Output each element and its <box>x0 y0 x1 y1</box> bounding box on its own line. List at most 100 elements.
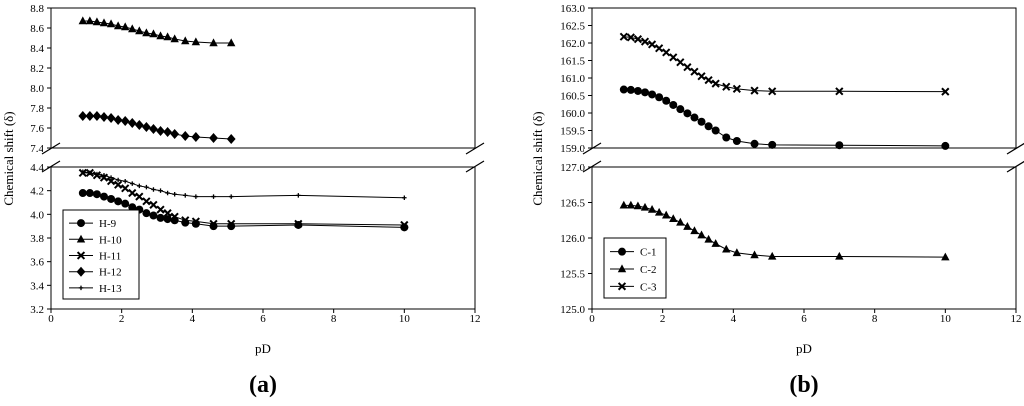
data-point <box>662 210 671 219</box>
data-point <box>732 84 741 93</box>
data-point <box>127 118 137 128</box>
data-point <box>683 63 692 72</box>
x-axis-label: pD <box>255 341 271 356</box>
data-point <box>750 250 759 259</box>
legend-marker <box>76 251 86 260</box>
data-point <box>170 212 179 221</box>
data-point <box>676 105 685 114</box>
data-point <box>640 202 650 211</box>
data-point <box>115 177 121 183</box>
data-point <box>697 230 706 239</box>
legend-label: H-11 <box>99 251 121 263</box>
data-point <box>149 211 158 220</box>
data-point <box>191 217 200 226</box>
panel-label: (a) <box>249 372 277 398</box>
plot-frame <box>591 7 1017 149</box>
data-point <box>619 200 628 209</box>
x-tick-label: 10 <box>399 313 411 325</box>
data-point <box>163 209 172 218</box>
data-point <box>114 197 123 206</box>
legend-marker <box>618 247 626 256</box>
data-point <box>294 219 303 228</box>
y-tick-label: 161.5 <box>560 56 585 68</box>
data-point <box>85 111 95 121</box>
data-point <box>121 184 130 193</box>
data-point <box>619 32 628 41</box>
data-point <box>78 189 87 198</box>
data-point <box>106 113 116 123</box>
data-point <box>750 86 759 95</box>
data-point <box>768 140 777 149</box>
axis-break-gap <box>1008 149 1024 166</box>
y-tick-label: 160.5 <box>560 91 585 103</box>
y-tick-label: 3.4 <box>30 280 44 292</box>
plot-frame <box>50 7 476 149</box>
data-point <box>180 131 190 141</box>
data-point <box>78 111 88 121</box>
data-point <box>722 244 731 253</box>
x-tick-label: 2 <box>660 313 666 325</box>
data-point <box>87 170 93 176</box>
axis-break-mark <box>1006 160 1024 173</box>
data-point <box>158 188 163 193</box>
data-point <box>711 239 720 247</box>
data-point <box>711 126 720 135</box>
data-point <box>722 82 731 91</box>
data-point <box>106 19 116 28</box>
legend-label: H-13 <box>99 283 122 295</box>
data-point <box>732 248 742 257</box>
data-point <box>662 96 671 105</box>
data-point <box>227 38 236 47</box>
y-tick-label: 3.2 <box>30 304 44 316</box>
x-tick-label: 8 <box>331 313 337 325</box>
data-point <box>92 111 102 121</box>
data-point <box>92 190 101 199</box>
x-tick-label: 10 <box>940 313 952 325</box>
data-point <box>683 222 692 230</box>
data-point <box>768 251 777 260</box>
data-point <box>113 115 123 125</box>
legend-label: C-2 <box>640 264 657 276</box>
y-tick-label: 126.0 <box>560 233 585 245</box>
y-tick-label: 159.5 <box>560 126 585 138</box>
axis-break-mark <box>582 142 602 155</box>
data-point <box>941 252 950 261</box>
data-point <box>165 190 170 196</box>
x-axis-label: pD <box>796 341 812 356</box>
x-tick-label: 4 <box>731 313 737 325</box>
x-tick-label: 12 <box>470 313 481 325</box>
y-tick-label: 3.6 <box>30 257 44 269</box>
legend-marker <box>617 282 627 291</box>
data-point <box>633 201 643 210</box>
data-point <box>227 219 236 228</box>
y-tick-label: 125.5 <box>560 269 585 281</box>
panel-label: (b) <box>789 372 818 398</box>
y-tick-label: 8.2 <box>30 63 44 75</box>
legend-label: H-10 <box>99 234 122 246</box>
y-tick-label: 8.6 <box>30 23 44 35</box>
y-tick-label: 159.0 <box>560 143 585 155</box>
data-point <box>92 17 102 26</box>
data-point <box>108 175 114 180</box>
y-tick-label: 8.8 <box>30 3 44 15</box>
data-point <box>128 188 137 198</box>
legend-marker <box>76 266 86 277</box>
data-point <box>941 141 950 150</box>
data-point <box>640 37 650 46</box>
data-point <box>121 22 130 31</box>
data-point <box>655 44 664 53</box>
series-line <box>623 36 946 93</box>
data-point <box>228 194 234 199</box>
data-point <box>732 137 741 145</box>
data-point <box>191 37 201 46</box>
legend-marker <box>77 219 85 228</box>
legend-label: C-1 <box>640 247 657 259</box>
axis-break-gap <box>584 149 600 166</box>
data-point <box>633 86 642 95</box>
data-point <box>142 28 151 37</box>
data-point <box>142 122 151 132</box>
data-point <box>711 79 720 88</box>
data-point <box>209 133 218 143</box>
data-point <box>402 195 407 201</box>
data-point <box>722 133 731 142</box>
